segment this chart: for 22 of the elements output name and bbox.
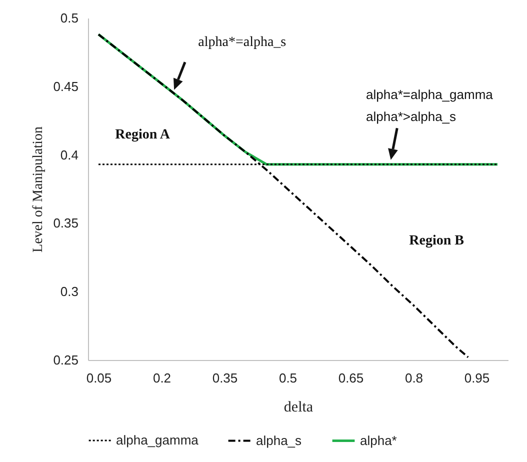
x-tick-label: 0.65 (338, 370, 364, 386)
x-tick-label: 0.2 (152, 370, 172, 386)
y-tick-label: 0.4 (60, 147, 78, 162)
y-axis-title: Level of Manipulation (31, 126, 46, 252)
y-tick-label: 0.45 (53, 78, 78, 94)
x-tick-label: 0.35 (212, 370, 238, 386)
annotation: Region B (409, 233, 464, 248)
y-tick-label: 0.3 (60, 284, 78, 300)
x-tick-label: 0.5 (278, 370, 298, 386)
x-tick-label: 0.8 (404, 370, 424, 386)
legend-label: alpha_gamma (116, 432, 200, 448)
y-tick-label: 0.25 (53, 352, 78, 368)
annotation: Region A (115, 127, 171, 142)
legend-label: alpha_s (256, 432, 302, 448)
x-axis-title: delta (284, 400, 314, 416)
x-tick-label: 0.95 (464, 370, 490, 386)
x-tick-label: 0.05 (86, 370, 112, 386)
annotation: alpha*=alpha_gamma alpha*>alpha_s (366, 86, 494, 124)
annotation: alpha*=alpha_s (198, 34, 286, 50)
legend-label: alpha* (360, 432, 397, 448)
y-tick-label: 0.5 (60, 10, 78, 26)
y-tick-label: 0.35 (53, 216, 78, 231)
